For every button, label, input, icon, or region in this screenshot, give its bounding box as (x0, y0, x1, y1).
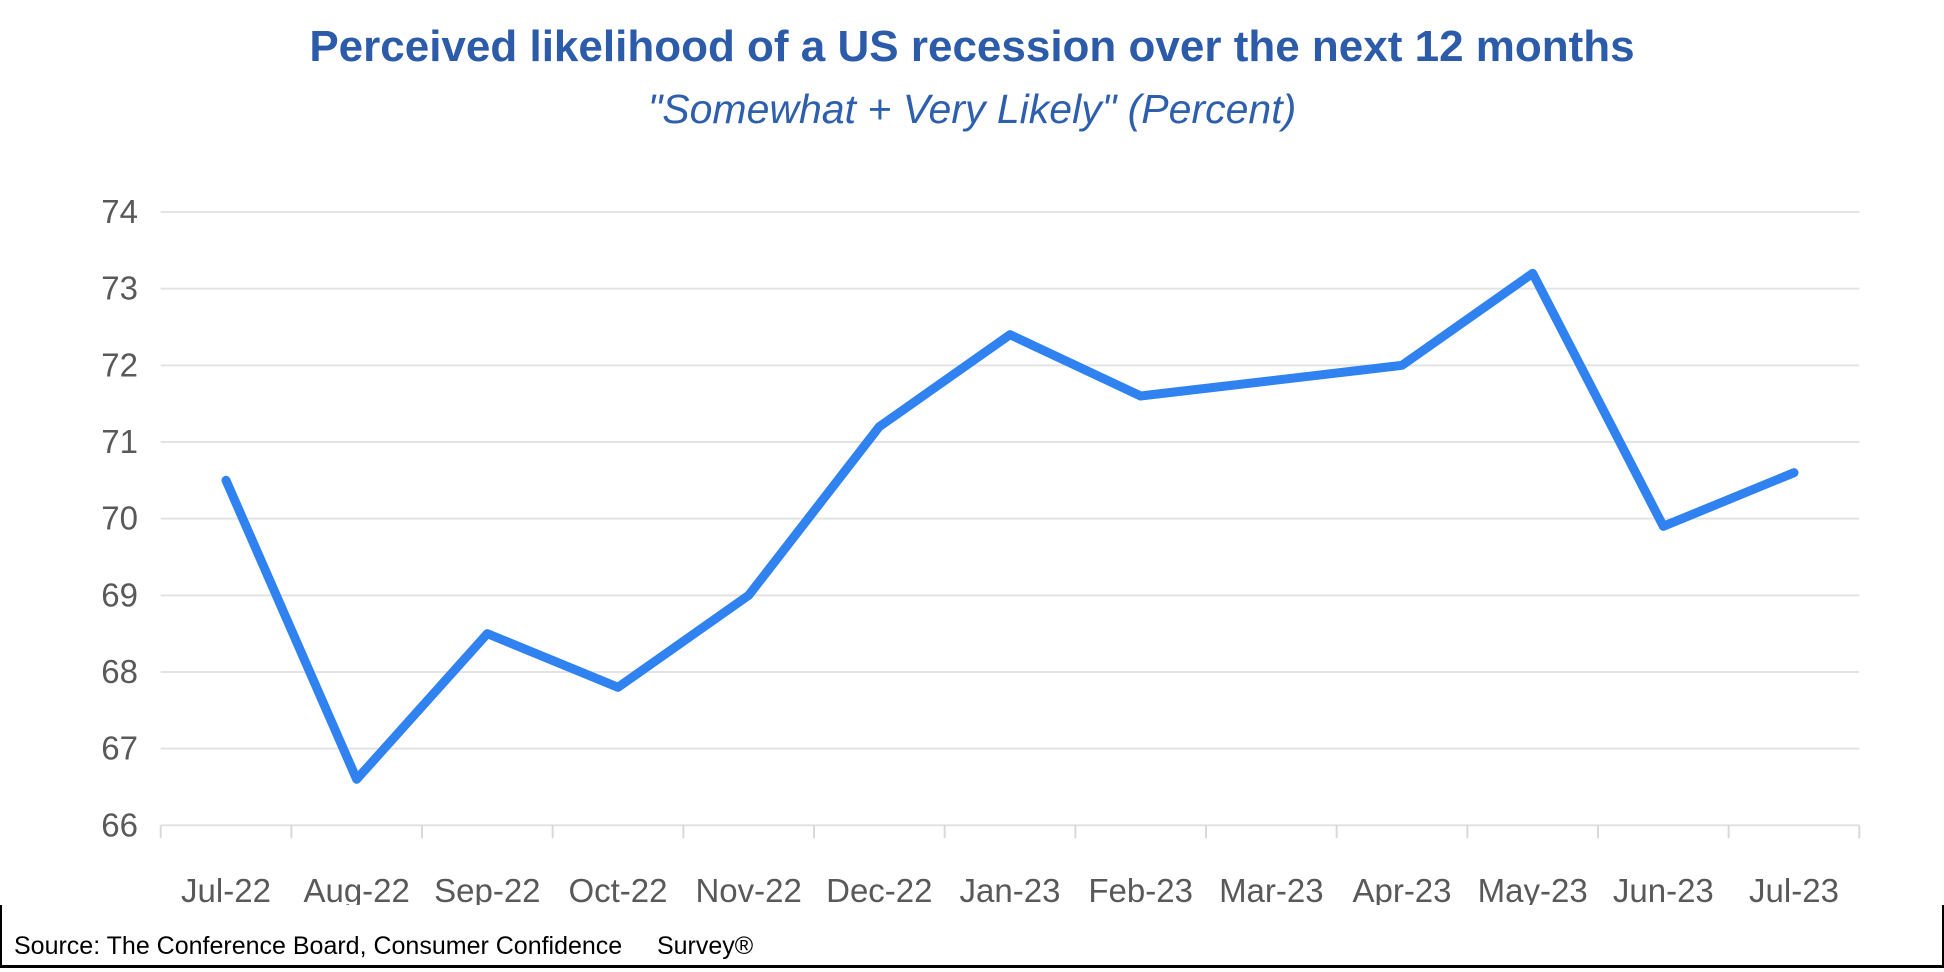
y-tick-label: 71 (101, 423, 138, 460)
x-tick-label: Dec-22 (826, 872, 932, 909)
series-line (221, 268, 1799, 784)
x-tick-label: Mar-23 (1219, 872, 1324, 909)
chart-title: Perceived likelihood of a US recession o… (309, 22, 1635, 71)
y-tick-label: 67 (101, 730, 138, 767)
x-tick-label: Sep-22 (434, 872, 540, 909)
y-tick-label: 70 (101, 500, 138, 537)
x-tick-label: Aug-22 (303, 872, 409, 909)
y-tick-label: 66 (101, 806, 138, 843)
y-tick-label: 73 (101, 270, 138, 307)
y-tick-label: 74 (101, 193, 138, 230)
x-tick-label: Jul-23 (1749, 872, 1839, 909)
x-tick-label: Nov-22 (695, 872, 801, 909)
y-tick-label: 68 (101, 653, 138, 690)
y-tick-label: 72 (101, 346, 138, 383)
source-text: Source: The Conference Board, Consumer C… (14, 932, 754, 960)
x-tick-label: Jun-23 (1613, 872, 1714, 909)
source-footer: Source: The Conference Board, Consumer C… (0, 905, 1944, 968)
y-tick-label: 69 (101, 576, 138, 613)
x-tick-label: Jul-22 (181, 872, 271, 909)
x-tick-label: Oct-22 (568, 872, 667, 909)
x-tick-label: Feb-23 (1088, 872, 1193, 909)
x-tick-label: Apr-23 (1352, 872, 1451, 909)
x-tick-label: May-23 (1478, 872, 1588, 909)
chart-subtitle: "Somewhat + Very Likely" (Percent) (647, 86, 1297, 132)
x-tick-label: Jan-23 (960, 872, 1061, 909)
